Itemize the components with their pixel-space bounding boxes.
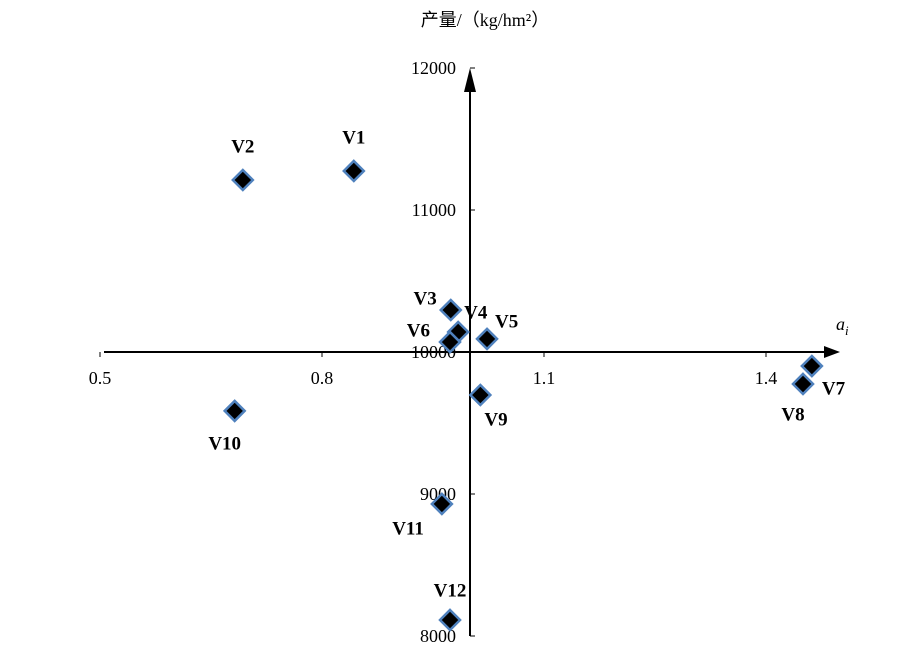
y-tick-label: 8000 [420, 626, 456, 646]
y-axis-label: 产量/（kg/hm²） [421, 10, 549, 30]
point [800, 354, 824, 378]
point-label: V11 [392, 518, 424, 539]
point-label: V9 [484, 409, 507, 430]
point-label: V5 [495, 311, 518, 332]
point [438, 298, 463, 322]
point-label: V6 [407, 320, 430, 341]
point-label: V12 [434, 580, 467, 601]
point-label: V7 [822, 378, 846, 399]
point [430, 492, 454, 516]
point [438, 608, 462, 632]
point [438, 330, 462, 354]
x-tick-label: 1.4 [755, 368, 778, 388]
x-tick-label: 1.1 [533, 368, 556, 388]
x-tick-label: 0.8 [311, 368, 334, 388]
y-tick-label: 12000 [411, 58, 456, 78]
point-label: V8 [781, 404, 804, 425]
y-axis-arrow [464, 68, 476, 92]
point [468, 383, 493, 407]
point-label: V10 [208, 433, 241, 454]
x-label-sub: i [845, 323, 849, 338]
point [791, 372, 815, 396]
x-axis-label: ai [836, 314, 849, 338]
point [222, 399, 247, 423]
x-tick-label: 0.5 [89, 368, 112, 388]
x-axis-arrow [824, 346, 840, 358]
point-label: V2 [231, 136, 254, 157]
point-label: V3 [414, 288, 437, 309]
point [231, 168, 255, 192]
y-tick-label: 11000 [412, 200, 456, 220]
point-label: V1 [342, 127, 365, 148]
point [342, 159, 366, 183]
x-label-main: a [836, 314, 845, 334]
point [475, 327, 499, 351]
point-label: V4 [464, 302, 488, 323]
